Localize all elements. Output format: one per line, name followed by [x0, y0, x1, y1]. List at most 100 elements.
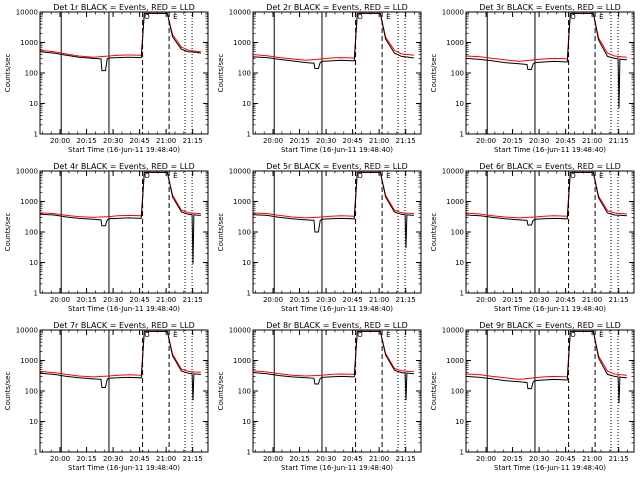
y-tick-label: 100 — [451, 70, 464, 78]
plot-frame — [39, 329, 209, 453]
x-tick-label: 20:45 — [343, 296, 363, 304]
marker-label: O — [570, 172, 576, 180]
x-tick-label: 21:15 — [609, 455, 629, 463]
x-tick-label: 21:15 — [609, 137, 629, 145]
y-tick-label: 10 — [455, 100, 464, 108]
x-axis-label: Start Time (16-Jun-11 19:48:40) — [494, 305, 606, 313]
x-tick-label: 20:30 — [103, 455, 123, 463]
y-tick-label: 10000 — [16, 327, 38, 335]
plot-frame — [465, 329, 635, 453]
marker-label: E — [386, 13, 390, 21]
marker-label: O — [570, 13, 576, 21]
x-tick-label: 20:30 — [529, 296, 549, 304]
detector-panel-9: Det 9r BLACK = Events, RED = LLD Counts/s… — [430, 321, 635, 472]
series-line-events — [40, 330, 201, 401]
marker-label: E — [173, 331, 177, 339]
detector-panel-2: Det 2r BLACK = Events, RED = LLD Counts/s… — [217, 3, 422, 154]
y-tick-label: 10 — [29, 259, 38, 267]
x-tick-label: 20:15 — [76, 455, 96, 463]
y-tick-label: 100 — [238, 70, 251, 78]
y-tick-label: 100 — [25, 70, 38, 78]
plot-frame — [465, 11, 635, 135]
panel-title: Det 4r BLACK = Events, RED = LLD — [53, 162, 195, 171]
panel-title: Det 6r BLACK = Events, RED = LLD — [479, 162, 621, 171]
y-tick-label: 1000 — [446, 198, 464, 206]
panel-title: Det 7r BLACK = Events, RED = LLD — [53, 321, 195, 330]
x-tick-label: 20:15 — [502, 455, 522, 463]
x-tick-label: 20:45 — [556, 137, 576, 145]
y-tick-label: 1 — [34, 290, 38, 298]
y-tick-label: 1000 — [20, 198, 38, 206]
x-tick-label: 20:30 — [103, 137, 123, 145]
series-line-events — [466, 171, 627, 226]
x-tick-label: 20:15 — [289, 455, 309, 463]
x-tick-label: 21:00 — [369, 296, 389, 304]
panel-title: Det 1r BLACK = Events, RED = LLD — [53, 3, 195, 12]
x-tick-label: 20:15 — [289, 137, 309, 145]
x-tick-label: 20:00 — [263, 296, 283, 304]
y-tick-label: 10000 — [229, 168, 251, 176]
marker-label: E — [599, 13, 603, 21]
x-axis-label: Start Time (16-Jun-11 19:48:40) — [68, 305, 180, 313]
x-tick-label: 20:00 — [476, 296, 496, 304]
y-axis-label: Counts/sec — [430, 54, 438, 93]
series-line-events — [253, 171, 414, 248]
y-tick-label: 1000 — [446, 357, 464, 365]
y-tick-label: 1 — [460, 449, 464, 457]
y-axis-label: Counts/sec — [217, 213, 225, 252]
marker-label: E — [386, 172, 390, 180]
series-line-events — [253, 12, 414, 69]
x-axis-label: Start Time (16-Jun-11 19:48:40) — [68, 464, 180, 472]
y-tick-label: 1000 — [20, 39, 38, 47]
y-tick-label: 10000 — [442, 168, 464, 176]
y-tick-label: 1000 — [446, 39, 464, 47]
panel-title: Det 5r BLACK = Events, RED = LLD — [266, 162, 408, 171]
series-line-events — [466, 330, 627, 404]
x-tick-label: 20:00 — [263, 455, 283, 463]
y-tick-label: 10 — [29, 100, 38, 108]
y-axis-label: Counts/sec — [217, 54, 225, 93]
detector-panel-3: Det 3r BLACK = Events, RED = LLD Counts/s… — [430, 3, 635, 154]
y-tick-label: 10000 — [16, 9, 38, 17]
x-tick-label: 20:15 — [502, 137, 522, 145]
y-tick-label: 10000 — [229, 9, 251, 17]
y-tick-label: 10 — [455, 259, 464, 267]
marker-label: O — [357, 13, 363, 21]
plot-frame — [252, 11, 422, 135]
x-tick-label: 20:00 — [476, 455, 496, 463]
x-axis-label: Start Time (16-Jun-11 19:48:40) — [281, 146, 393, 154]
y-tick-label: 1000 — [233, 39, 251, 47]
y-tick-label: 1 — [247, 449, 251, 457]
x-tick-label: 21:00 — [369, 455, 389, 463]
x-axis-label: Start Time (16-Jun-11 19:48:40) — [68, 146, 180, 154]
x-tick-label: 20:30 — [529, 137, 549, 145]
y-tick-label: 100 — [25, 388, 38, 396]
x-tick-label: 21:15 — [183, 137, 203, 145]
panel-title: Det 8r BLACK = Events, RED = LLD — [266, 321, 408, 330]
series-line-events — [40, 12, 201, 72]
y-tick-label: 1 — [460, 290, 464, 298]
x-axis-label: Start Time (16-Jun-11 19:48:40) — [281, 305, 393, 313]
marker-label: E — [599, 331, 603, 339]
x-tick-label: 21:15 — [183, 296, 203, 304]
plot-frame — [39, 11, 209, 135]
y-tick-label: 10 — [242, 100, 251, 108]
x-tick-label: 21:00 — [582, 137, 602, 145]
plot-frame — [252, 170, 422, 294]
marker-label: O — [357, 331, 363, 339]
detector-panel-8: Det 8r BLACK = Events, RED = LLD Counts/s… — [217, 321, 422, 472]
x-tick-label: 21:15 — [183, 455, 203, 463]
y-tick-label: 1 — [460, 131, 464, 139]
y-tick-label: 10 — [242, 259, 251, 267]
panel-title: Det 9r BLACK = Events, RED = LLD — [479, 321, 621, 330]
plot-frame — [39, 170, 209, 294]
x-axis-label: Start Time (16-Jun-11 19:48:40) — [281, 464, 393, 472]
y-tick-label: 1 — [247, 290, 251, 298]
y-tick-label: 100 — [238, 229, 251, 237]
x-tick-label: 20:30 — [316, 137, 336, 145]
detector-panel-7: Det 7r BLACK = Events, RED = LLD Counts/s… — [4, 321, 209, 472]
x-tick-label: 20:30 — [529, 455, 549, 463]
x-tick-label: 20:45 — [130, 137, 150, 145]
series-line-events — [466, 12, 627, 109]
